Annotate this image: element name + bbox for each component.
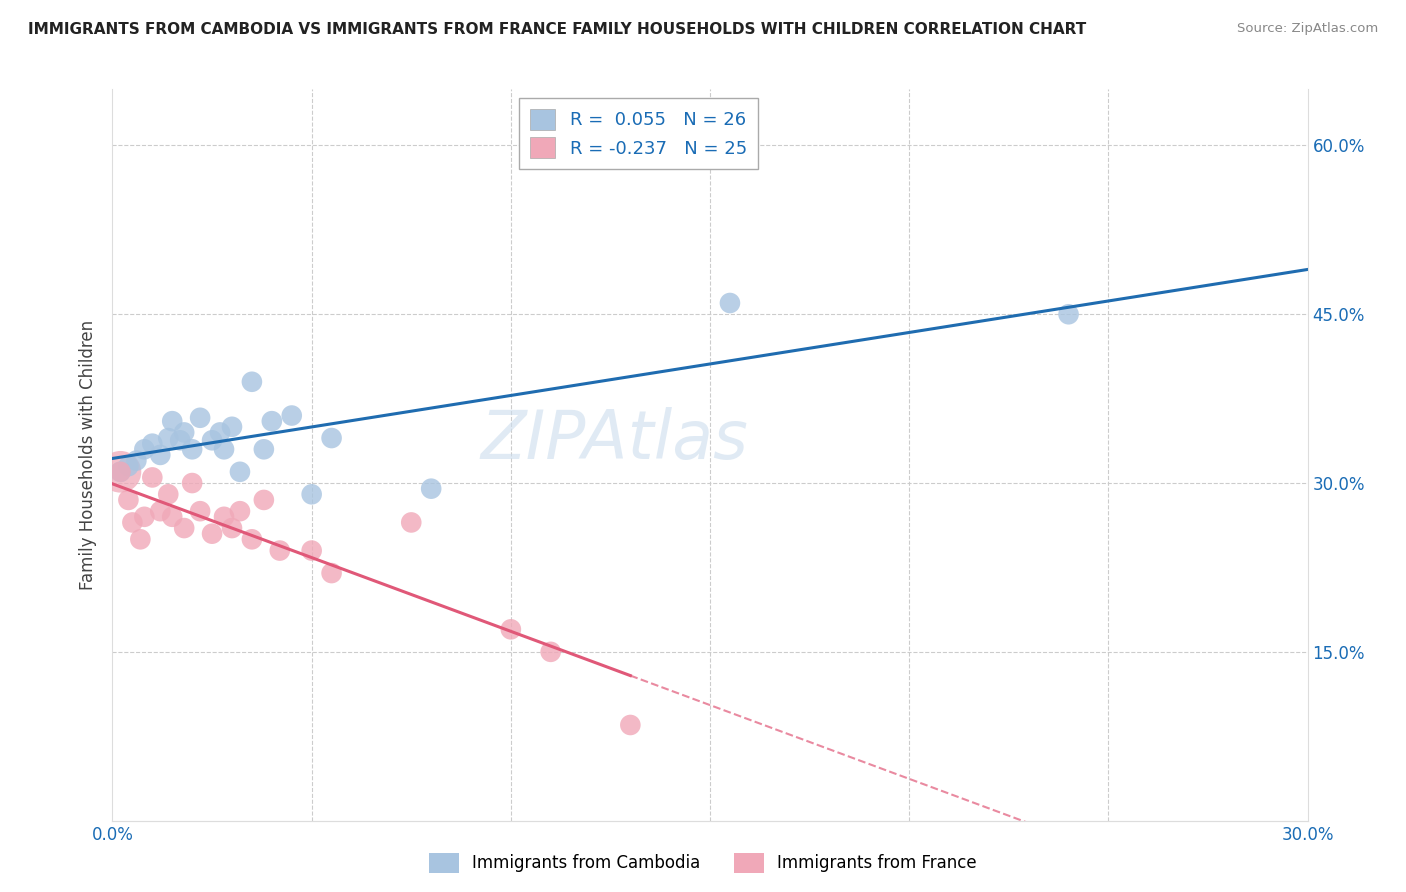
Point (173, 521, 195, 535)
Point (229, 465, 252, 479)
Point (173, 425, 195, 440)
Point (125, 453, 148, 467)
Text: IMMIGRANTS FROM CAMBODIA VS IMMIGRANTS FROM FRANCE FAMILY HOUSEHOLDS WITH CHILDR: IMMIGRANTS FROM CAMBODIA VS IMMIGRANTS F… (28, 22, 1087, 37)
Point (121, 516, 143, 530)
Point (162, 509, 183, 524)
Point (221, 521, 243, 535)
Point (117, 459, 139, 474)
Point (229, 504, 252, 518)
Point (188, 504, 211, 518)
Point (619, 718, 641, 732)
Point (169, 434, 191, 448)
Point (240, 375, 263, 389)
Point (321, 566, 343, 580)
Point (301, 543, 323, 558)
Text: Source: ZipAtlas.com: Source: ZipAtlas.com (1237, 22, 1378, 36)
Point (188, 410, 211, 425)
Point (201, 526, 224, 541)
Point (240, 533, 263, 547)
Point (141, 470, 163, 484)
Point (134, 442, 156, 457)
Point (110, 465, 132, 479)
Point (117, 492, 139, 507)
Point (260, 414, 283, 428)
Point (134, 509, 156, 524)
Point (149, 448, 172, 462)
Point (718, 296, 741, 310)
Point (499, 623, 522, 637)
Point (212, 442, 235, 457)
Point (321, 431, 343, 445)
Point (162, 414, 183, 428)
Point (110, 465, 132, 479)
Point (181, 476, 204, 491)
Point (209, 425, 232, 440)
Point (212, 509, 235, 524)
Point (1057, 307, 1080, 321)
Point (141, 436, 163, 450)
Point (281, 409, 304, 423)
Point (221, 419, 243, 434)
Point (401, 516, 423, 530)
Point (253, 492, 276, 507)
Point (110, 465, 132, 479)
Point (181, 442, 204, 457)
Point (540, 645, 562, 659)
Point (157, 431, 180, 445)
Point (149, 504, 172, 518)
Point (253, 442, 276, 457)
Point (420, 482, 443, 496)
Legend: Immigrants from Cambodia, Immigrants from France: Immigrants from Cambodia, Immigrants fro… (422, 847, 984, 880)
Point (269, 543, 291, 558)
Point (157, 487, 180, 501)
Y-axis label: Family Households with Children: Family Households with Children (79, 320, 97, 590)
Legend: R =  0.055   N = 26, R = -0.237   N = 25: R = 0.055 N = 26, R = -0.237 N = 25 (519, 98, 758, 169)
Point (129, 533, 152, 547)
Text: ZIPAtlas: ZIPAtlas (481, 408, 748, 474)
Point (301, 487, 323, 501)
Point (201, 434, 224, 448)
